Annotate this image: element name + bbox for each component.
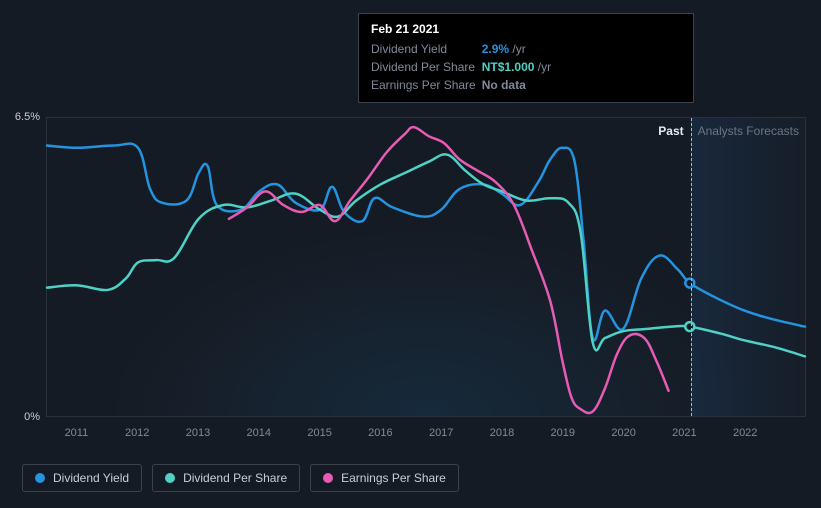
x-axis-label: 2013 [186, 427, 210, 439]
y-axis-label: 0% [24, 411, 40, 423]
tab-past[interactable]: Past [658, 124, 683, 138]
x-axis-label: 2016 [368, 427, 392, 439]
x-axis-label: 2015 [307, 427, 331, 439]
series-line [229, 127, 669, 413]
legend-label: Dividend Per Share [183, 471, 287, 485]
chart-plot[interactable]: Past Analysts Forecasts [46, 117, 806, 417]
tooltip-table: Dividend Yield2.9% /yrDividend Per Share… [371, 40, 557, 94]
x-axis-label: 2012 [125, 427, 149, 439]
tab-forecast[interactable]: Analysts Forecasts [698, 124, 799, 138]
x-axis-label: 2011 [65, 427, 89, 439]
tooltip-row-label: Dividend Per Share [371, 58, 482, 76]
tooltip-row-label: Earnings Per Share [371, 76, 482, 94]
tooltip-row: Dividend Yield2.9% /yr [371, 40, 557, 58]
y-axis-label: 6.5% [15, 111, 40, 123]
legend-item[interactable]: Dividend Per Share [152, 464, 300, 492]
x-axis-label: 2021 [672, 427, 696, 439]
x-axis-label: 2018 [490, 427, 514, 439]
legend-swatch [165, 473, 175, 483]
cursor-line [691, 118, 692, 416]
tooltip-row-value: No data [482, 76, 557, 94]
tooltip-row-value: NT$1.000 /yr [482, 58, 557, 76]
x-axis-label: 2014 [247, 427, 271, 439]
legend-swatch [35, 473, 45, 483]
legend-label: Dividend Yield [53, 471, 129, 485]
series-marker [685, 279, 694, 288]
tooltip-row: Earnings Per ShareNo data [371, 76, 557, 94]
legend-item[interactable]: Dividend Yield [22, 464, 142, 492]
legend-item[interactable]: Earnings Per Share [310, 464, 459, 492]
section-tabs: Past Analysts Forecasts [658, 124, 799, 138]
x-axis-label: 2017 [429, 427, 453, 439]
tooltip-row-value: 2.9% /yr [482, 40, 557, 58]
tooltip-row: Dividend Per ShareNT$1.000 /yr [371, 58, 557, 76]
chart-tooltip: Feb 21 2021 Dividend Yield2.9% /yrDivide… [358, 13, 694, 103]
chart-area: Past Analysts Forecasts 6.5%0% 201120122… [46, 117, 806, 417]
tooltip-date: Feb 21 2021 [371, 22, 681, 40]
x-axis-label: 2019 [551, 427, 575, 439]
legend: Dividend Yield Dividend Per Share Earnings… [22, 464, 459, 492]
legend-swatch [323, 473, 333, 483]
x-axis-label: 2020 [611, 427, 635, 439]
tooltip-row-label: Dividend Yield [371, 40, 482, 58]
x-axis-label: 2022 [733, 427, 757, 439]
legend-label: Earnings Per Share [341, 471, 446, 485]
series-marker [685, 322, 694, 331]
